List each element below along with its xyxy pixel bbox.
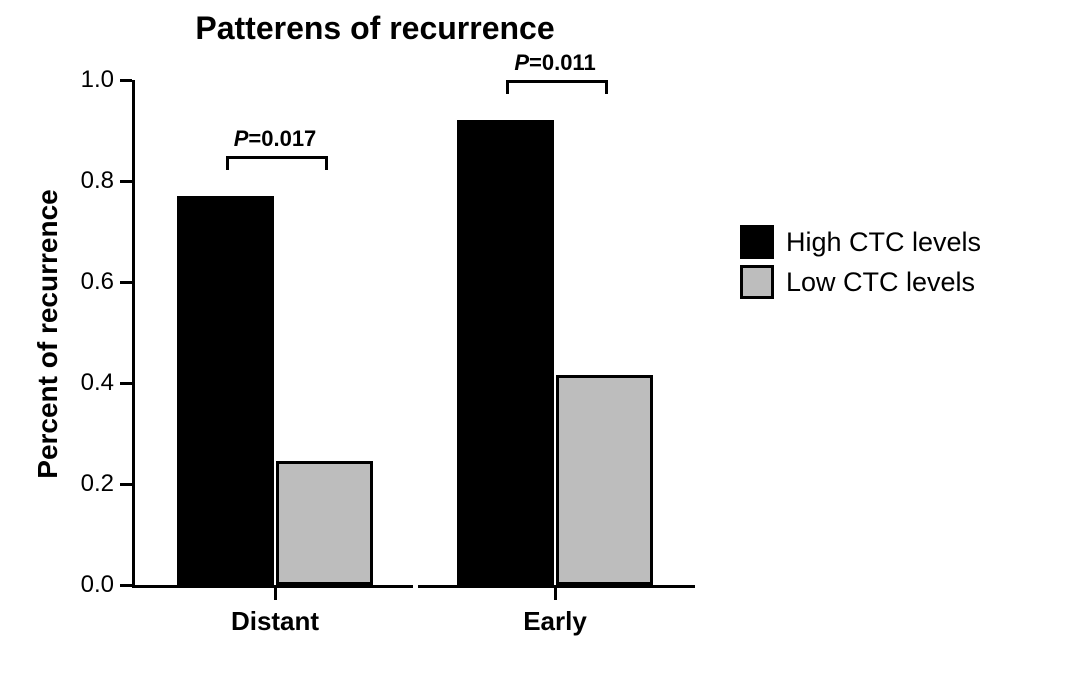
y-tick-label: 1.0 (64, 66, 114, 94)
y-tick-label: 0.4 (64, 369, 114, 397)
chart-canvas: { "chart": { "type": "bar.grouped", "tit… (0, 0, 1080, 699)
significance-label: P=0.017 (195, 126, 355, 152)
y-tick-label: 0.2 (64, 470, 114, 498)
x-axis-line (132, 585, 413, 588)
y-tick (120, 79, 132, 82)
x-tick-label: Early (465, 606, 645, 637)
y-axis-label: Percent of recurrence (32, 144, 64, 524)
x-tick (554, 588, 557, 600)
y-tick (120, 584, 132, 587)
legend-swatch (740, 225, 774, 259)
y-tick (120, 281, 132, 284)
bar (556, 375, 653, 585)
y-tick-label: 0.6 (64, 268, 114, 296)
x-tick-label: Distant (185, 606, 365, 637)
y-tick-label: 0.8 (64, 167, 114, 195)
legend-swatch (740, 265, 774, 299)
y-tick (120, 382, 132, 385)
significance-label: P=0.011 (475, 50, 635, 76)
legend-item: Low CTC levels (740, 265, 981, 299)
chart-title: Patterens of recurrence (145, 10, 605, 47)
y-axis-line (132, 80, 135, 588)
y-tick (120, 483, 132, 486)
y-tick (120, 180, 132, 183)
bar (457, 120, 554, 585)
bar (177, 196, 274, 585)
x-axis-line (418, 585, 695, 588)
legend-item: High CTC levels (740, 225, 981, 259)
legend-label: Low CTC levels (786, 267, 975, 298)
x-tick (274, 588, 277, 600)
y-tick-label: 0.0 (64, 571, 114, 599)
legend: High CTC levels Low CTC levels (740, 225, 981, 305)
bar (276, 461, 373, 585)
legend-label: High CTC levels (786, 227, 981, 258)
